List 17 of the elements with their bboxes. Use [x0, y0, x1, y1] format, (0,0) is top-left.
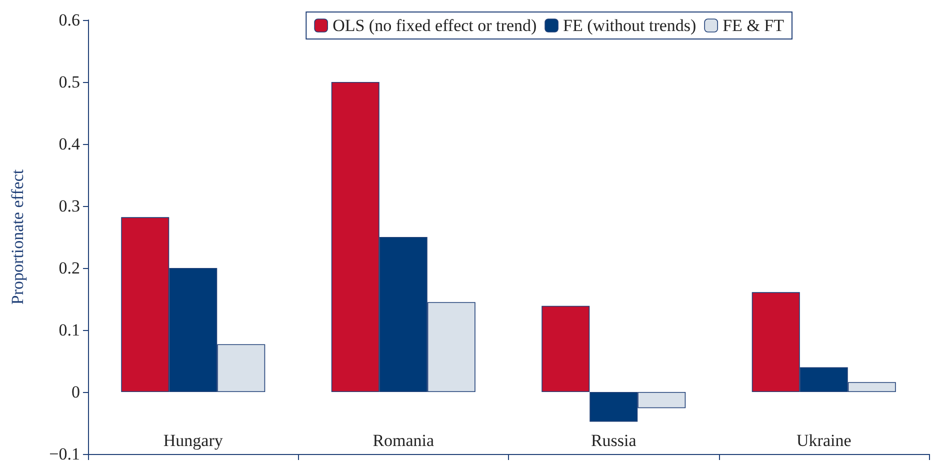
x-tick-label: Romania	[372, 431, 435, 450]
legend-label: FE (without trends)	[563, 16, 696, 35]
y-tick-label: 0	[72, 382, 80, 402]
y-axis-title: Proportionate effect	[8, 169, 27, 305]
y-tick-label: 0.1	[58, 320, 80, 340]
x-tick-label: Russia	[590, 431, 637, 450]
y-tick-label: −0.1	[49, 444, 80, 464]
y-tick-label: 0.2	[58, 258, 80, 278]
y-tick-label: 0.3	[58, 196, 80, 216]
x-tick-label: Hungary	[163, 431, 224, 450]
y-tick-label: 0.5	[58, 72, 80, 92]
legend-label: FE & FT	[722, 16, 785, 35]
y-tick-label: 0.4	[58, 134, 80, 154]
x-tick-label: Ukraine	[796, 431, 852, 450]
legend-label: OLS (no fixed effect or trend)	[332, 16, 537, 35]
y-tick-label: 0.6	[58, 10, 80, 30]
bar	[542, 306, 590, 392]
